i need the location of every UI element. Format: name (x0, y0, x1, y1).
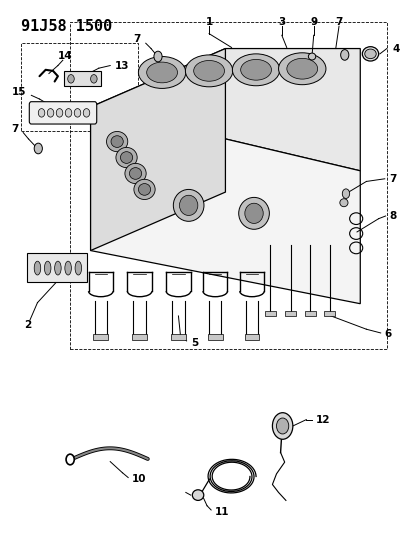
Circle shape (90, 75, 97, 83)
Bar (132, 334, 146, 340)
Ellipse shape (54, 261, 61, 275)
Text: 12: 12 (315, 415, 330, 425)
Ellipse shape (65, 261, 71, 275)
Ellipse shape (193, 61, 224, 81)
Bar (265, 311, 275, 317)
Text: 10: 10 (132, 474, 146, 484)
Ellipse shape (44, 261, 51, 275)
Text: 9: 9 (309, 17, 317, 27)
Ellipse shape (125, 164, 146, 183)
Text: 6: 6 (384, 329, 391, 339)
Ellipse shape (173, 189, 204, 221)
Text: 7: 7 (388, 174, 395, 184)
Ellipse shape (179, 195, 198, 215)
Bar (21, 43, 137, 131)
Polygon shape (90, 49, 225, 251)
Ellipse shape (286, 59, 317, 79)
Circle shape (34, 143, 42, 154)
Ellipse shape (278, 53, 325, 85)
Circle shape (67, 75, 74, 83)
Ellipse shape (238, 197, 269, 229)
Ellipse shape (75, 261, 81, 275)
Ellipse shape (308, 53, 315, 60)
Text: 7: 7 (133, 34, 141, 44)
Circle shape (276, 418, 288, 434)
Bar (304, 311, 315, 317)
Ellipse shape (240, 60, 271, 80)
Ellipse shape (339, 199, 347, 207)
Circle shape (83, 109, 90, 117)
Text: 7: 7 (335, 17, 342, 27)
Circle shape (56, 109, 63, 117)
FancyBboxPatch shape (29, 102, 97, 124)
Text: 14: 14 (58, 51, 72, 61)
Text: 1: 1 (205, 17, 212, 27)
Ellipse shape (129, 167, 142, 179)
Circle shape (272, 413, 292, 439)
Circle shape (342, 189, 349, 198)
Ellipse shape (134, 179, 155, 199)
Ellipse shape (244, 203, 263, 223)
Text: 7: 7 (12, 124, 19, 134)
Polygon shape (90, 49, 360, 171)
Ellipse shape (364, 49, 375, 59)
Ellipse shape (111, 136, 123, 148)
Circle shape (38, 109, 45, 117)
Ellipse shape (138, 56, 185, 88)
Text: 8: 8 (389, 211, 396, 221)
Ellipse shape (116, 148, 137, 167)
Text: 91J58 1500: 91J58 1500 (21, 19, 112, 34)
Polygon shape (90, 107, 360, 304)
Bar (285, 311, 295, 317)
Text: 5: 5 (190, 337, 198, 348)
Ellipse shape (192, 490, 203, 500)
Circle shape (153, 51, 162, 62)
Ellipse shape (34, 261, 40, 275)
Ellipse shape (362, 47, 378, 61)
Ellipse shape (146, 62, 177, 83)
Text: 13: 13 (115, 61, 129, 70)
Bar (207, 334, 222, 340)
Text: 11: 11 (215, 507, 229, 517)
Circle shape (47, 109, 54, 117)
Polygon shape (27, 253, 86, 282)
Ellipse shape (138, 183, 150, 195)
Polygon shape (64, 71, 101, 86)
Text: 4: 4 (391, 44, 398, 53)
Bar (244, 334, 259, 340)
Ellipse shape (232, 54, 279, 86)
Circle shape (340, 50, 348, 60)
Circle shape (65, 109, 72, 117)
Text: 3: 3 (278, 17, 285, 27)
Ellipse shape (106, 132, 128, 152)
Ellipse shape (185, 55, 232, 87)
Circle shape (66, 454, 74, 465)
Text: 15: 15 (12, 87, 26, 97)
Bar (70, 22, 386, 349)
Bar (171, 334, 185, 340)
Bar (93, 334, 108, 340)
Circle shape (74, 109, 81, 117)
Bar (324, 311, 334, 317)
Text: 2: 2 (24, 320, 31, 330)
Ellipse shape (120, 152, 133, 164)
